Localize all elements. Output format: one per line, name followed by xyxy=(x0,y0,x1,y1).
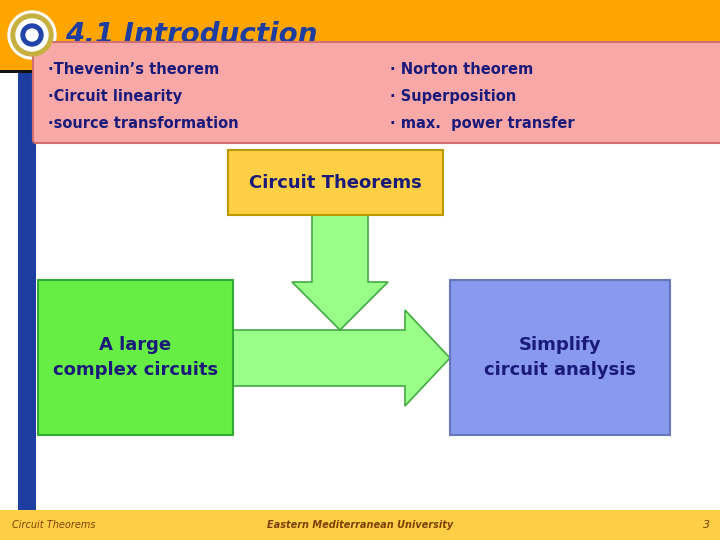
Text: · Norton theorem: · Norton theorem xyxy=(390,62,534,77)
FancyBboxPatch shape xyxy=(228,150,443,215)
FancyBboxPatch shape xyxy=(33,42,720,143)
Text: 3: 3 xyxy=(703,520,710,530)
Text: Simplify
circuit analysis: Simplify circuit analysis xyxy=(484,336,636,379)
Text: A large
complex circuits: A large complex circuits xyxy=(53,336,218,379)
Text: · max.  power transfer: · max. power transfer xyxy=(390,116,575,131)
Polygon shape xyxy=(233,310,450,406)
FancyBboxPatch shape xyxy=(450,280,670,435)
Bar xyxy=(0,70,720,73)
Bar xyxy=(0,0,720,70)
Circle shape xyxy=(11,14,53,56)
Bar xyxy=(0,70,720,510)
Bar xyxy=(0,510,720,540)
Circle shape xyxy=(26,29,38,41)
Text: 4.1 Introduction: 4.1 Introduction xyxy=(65,21,318,49)
Text: ·Circuit linearity: ·Circuit linearity xyxy=(48,89,182,104)
Text: ·source transformation: ·source transformation xyxy=(48,116,238,131)
Text: Eastern Mediterranean University: Eastern Mediterranean University xyxy=(267,520,453,530)
Text: ·Thevenin’s theorem: ·Thevenin’s theorem xyxy=(48,62,220,77)
Circle shape xyxy=(21,24,43,46)
Polygon shape xyxy=(292,215,388,330)
Bar xyxy=(18,70,36,510)
Text: Circuit Theorems: Circuit Theorems xyxy=(12,520,96,530)
Text: Circuit Theorems: Circuit Theorems xyxy=(249,173,422,192)
FancyBboxPatch shape xyxy=(38,280,233,435)
Circle shape xyxy=(8,11,56,59)
Circle shape xyxy=(16,19,48,51)
Text: · Superposition: · Superposition xyxy=(390,89,516,104)
